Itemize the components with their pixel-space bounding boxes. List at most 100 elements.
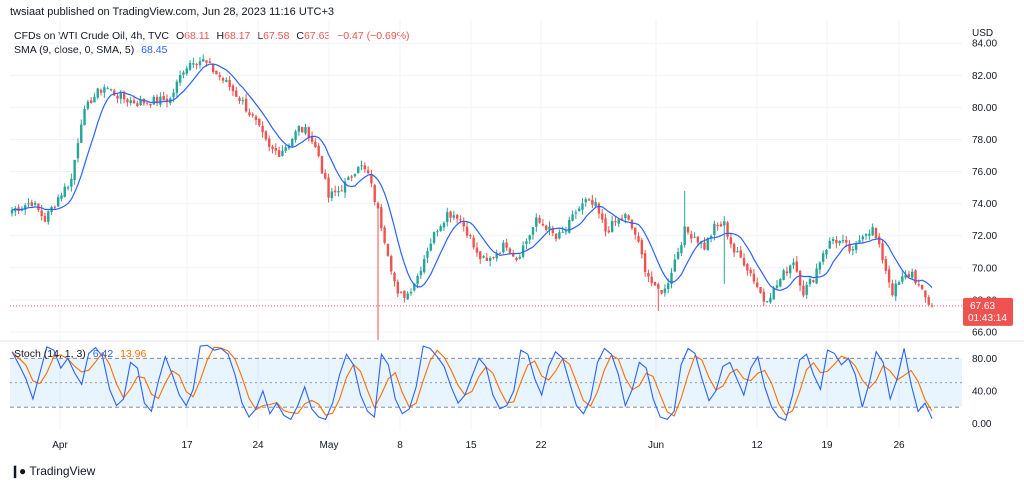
candle: [469, 233, 472, 239]
candle: [188, 60, 192, 71]
candle: [284, 144, 287, 154]
candle: [261, 121, 264, 138]
candle: [660, 289, 663, 295]
candle: [155, 94, 159, 107]
candle: [502, 239, 505, 254]
candle: [380, 204, 383, 232]
price-tick-label: 72.00: [972, 231, 997, 242]
candle: [696, 236, 700, 246]
stoch-d-value: 13.96: [120, 348, 147, 360]
candle: [185, 65, 188, 76]
tradingview-logo-icon: ❙●: [10, 464, 26, 478]
candle: [208, 57, 212, 63]
currency-label[interactable]: USD: [972, 28, 994, 39]
candle: [277, 146, 281, 158]
candle: [376, 201, 380, 340]
candle: [291, 137, 294, 148]
close-label: C: [296, 30, 304, 42]
candle: [83, 105, 86, 126]
candle: [597, 202, 601, 219]
candle: [548, 221, 551, 236]
candle: [587, 198, 591, 201]
candle: [554, 233, 558, 242]
time-tick-label: 17: [181, 440, 193, 451]
candle: [383, 225, 386, 245]
candle: [841, 234, 845, 244]
candle: [10, 207, 14, 217]
candle: [106, 86, 109, 90]
candle: [693, 232, 696, 238]
candle: [73, 159, 76, 185]
candle: [887, 265, 891, 288]
candle: [535, 213, 538, 232]
candle: [798, 269, 802, 292]
stoch-legend: Stoch (14, 1, 3) 6.42 13.96: [14, 348, 146, 360]
candle: [640, 238, 644, 259]
price-grid: [10, 20, 962, 430]
stoch-axis[interactable]: 0.00 40.00 80.00: [972, 354, 997, 430]
candle: [769, 292, 772, 304]
candle: [861, 234, 864, 243]
candle: [136, 100, 139, 108]
candlestick-series: [10, 54, 934, 340]
candle: [241, 96, 245, 105]
candle: [178, 70, 182, 86]
candle: [337, 186, 340, 197]
current-price-badge: 67.63 01:43:14: [963, 297, 1013, 326]
candle: [544, 224, 548, 232]
candle: [103, 84, 106, 98]
candle: [56, 194, 60, 207]
candle: [818, 261, 822, 275]
candle: [571, 210, 574, 222]
candle: [231, 83, 235, 97]
candle: [686, 226, 690, 235]
candle: [353, 173, 357, 178]
candle: [455, 214, 459, 224]
price-axis[interactable]: 66.0068.0070.0072.0074.0076.0078.0080.00…: [972, 39, 997, 339]
candle: [878, 232, 881, 248]
time-axis[interactable]: Apr 17 24 May 8 15 22 Jun 12 19 26: [52, 440, 905, 451]
footer-brand-label: TradingView: [29, 464, 96, 478]
candle: [363, 162, 367, 173]
open-label: O: [175, 30, 185, 42]
candle: [343, 177, 347, 198]
candle: [314, 138, 317, 149]
low-value: 67.58: [263, 30, 290, 42]
stoch-tick-label: 40.00: [972, 386, 997, 397]
candle: [756, 277, 759, 289]
candle: [63, 183, 66, 198]
candle: [340, 184, 343, 192]
publisher-line: twsiaat published on TradingView.com, Ju…: [10, 6, 334, 18]
candle: [244, 93, 248, 113]
candle: [719, 221, 723, 227]
candle: [393, 271, 396, 287]
stoch-d-line: [11, 346, 933, 417]
candle: [294, 129, 297, 143]
sma-label[interactable]: SMA (9, close, 0, SMA, 5): [14, 44, 135, 56]
footer-brand[interactable]: ❙● TradingView: [10, 464, 95, 478]
candle: [228, 75, 231, 91]
stoch-level-lines: [10, 357, 962, 408]
high-value: 68.17: [224, 30, 251, 42]
candle: [330, 187, 334, 202]
candle: [864, 233, 868, 240]
candle: [835, 236, 838, 249]
candle: [99, 88, 103, 96]
candle: [14, 205, 17, 216]
candle: [327, 173, 330, 203]
candle: [162, 91, 165, 101]
symbol-name[interactable]: CFDs on WTI Crude Oil, 4h, TVC: [14, 30, 170, 42]
candle: [581, 198, 584, 215]
candle: [676, 247, 680, 260]
candle: [66, 185, 70, 191]
candle: [541, 218, 545, 227]
candle: [690, 230, 693, 244]
candle: [482, 255, 485, 259]
candle: [300, 126, 304, 133]
stoch-label[interactable]: Stoch (14, 1, 3): [14, 348, 86, 360]
candle: [27, 198, 30, 207]
candle: [33, 200, 37, 207]
candle: [607, 226, 611, 234]
candle: [149, 103, 152, 108]
